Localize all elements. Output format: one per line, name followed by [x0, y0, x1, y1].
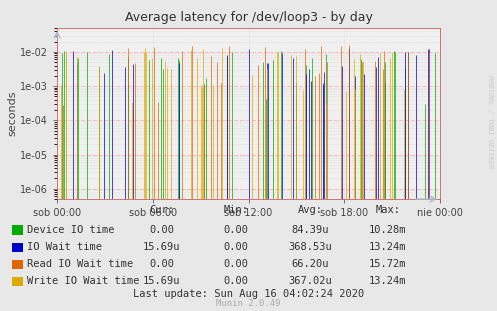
Text: 367.02u: 367.02u [289, 276, 332, 286]
Text: 15.69u: 15.69u [143, 276, 180, 286]
Text: Read IO Wait time: Read IO Wait time [27, 259, 134, 269]
Text: Last update: Sun Aug 16 04:02:24 2020: Last update: Sun Aug 16 04:02:24 2020 [133, 289, 364, 299]
Text: 84.39u: 84.39u [292, 225, 330, 235]
Y-axis label: seconds: seconds [7, 91, 17, 136]
Text: 66.20u: 66.20u [292, 259, 330, 269]
Text: Min:: Min: [224, 205, 248, 215]
Text: Max:: Max: [375, 205, 400, 215]
Text: 13.24m: 13.24m [369, 276, 407, 286]
Text: 13.24m: 13.24m [369, 242, 407, 252]
Text: RRDTOOL / TOBI OETIKER: RRDTOOL / TOBI OETIKER [487, 75, 493, 168]
Text: Write IO Wait time: Write IO Wait time [27, 276, 140, 286]
Text: 0.00: 0.00 [149, 259, 174, 269]
Text: 15.69u: 15.69u [143, 242, 180, 252]
Text: 0.00: 0.00 [224, 276, 248, 286]
Text: IO Wait time: IO Wait time [27, 242, 102, 252]
Text: 0.00: 0.00 [224, 225, 248, 235]
Text: 368.53u: 368.53u [289, 242, 332, 252]
Text: 15.72m: 15.72m [369, 259, 407, 269]
Text: 0.00: 0.00 [224, 242, 248, 252]
Text: 0.00: 0.00 [224, 259, 248, 269]
Text: 0.00: 0.00 [149, 225, 174, 235]
Text: 10.28m: 10.28m [369, 225, 407, 235]
Text: Avg:: Avg: [298, 205, 323, 215]
Text: Munin 2.0.49: Munin 2.0.49 [216, 299, 281, 308]
Text: Device IO time: Device IO time [27, 225, 115, 235]
Title: Average latency for /dev/loop3 - by day: Average latency for /dev/loop3 - by day [125, 11, 372, 24]
Text: Cur:: Cur: [149, 205, 174, 215]
